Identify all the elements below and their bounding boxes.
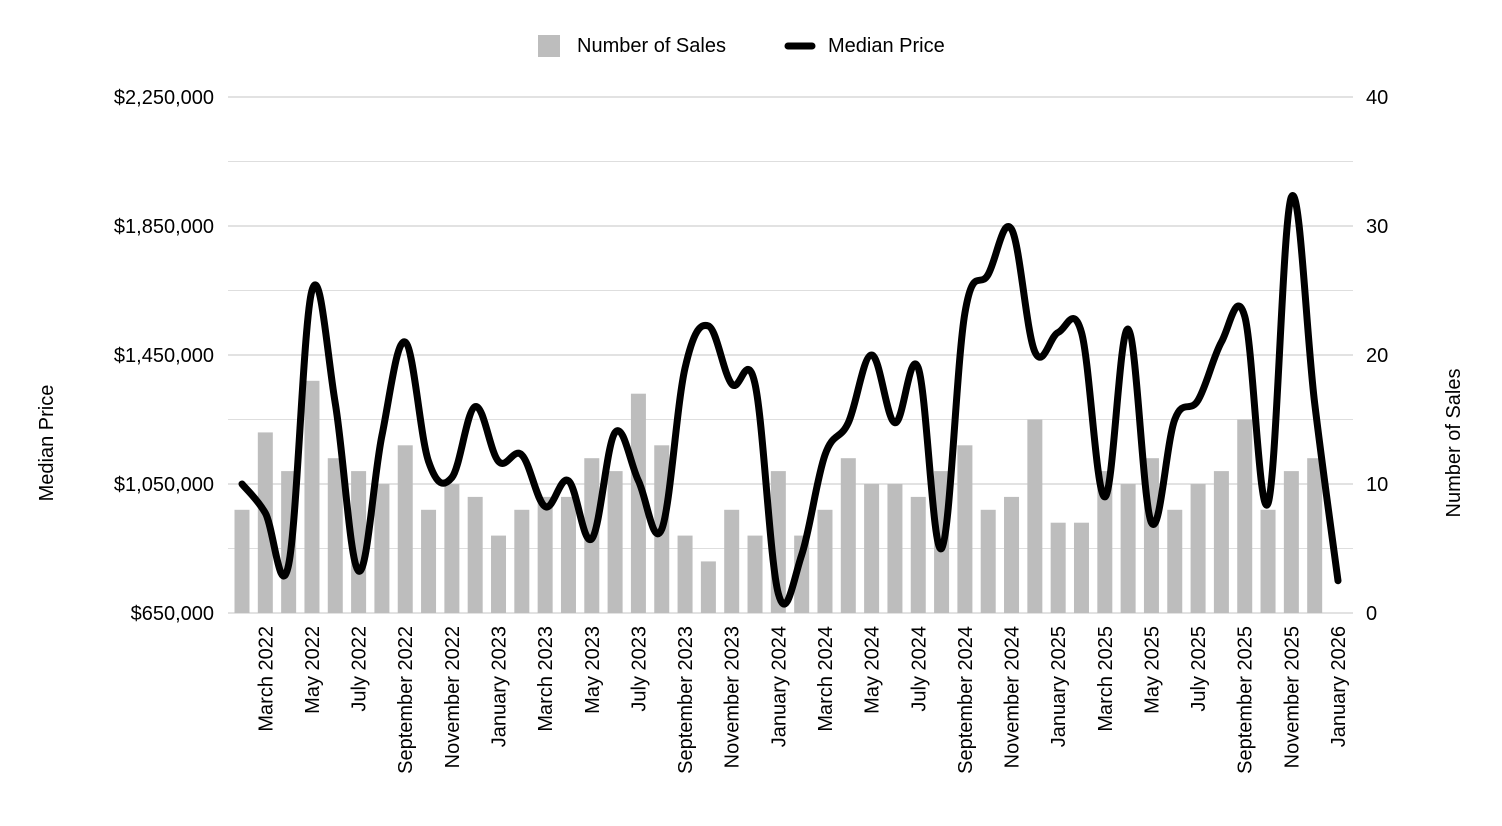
legend-label-number-of-sales: Number of Sales [577,35,726,57]
x-tick-label: March 2022 [255,626,277,732]
left-tick-label: $1,850,000 [114,216,214,238]
x-tick-label: September 2024 [955,626,977,774]
x-tick-label: March 2024 [815,626,837,732]
bar-number-of-sales [1167,509,1183,613]
x-tick-label: January 2026 [1328,626,1350,747]
bar-number-of-sales [1027,419,1043,613]
bar-number-of-sales [560,496,576,613]
x-tick-label: July 2023 [628,626,650,712]
legend-swatch-bar [538,35,560,57]
x-tick-label: May 2024 [862,626,884,714]
bar-number-of-sales [864,484,880,613]
line-series-median-price [238,192,1342,608]
bar-number-of-sales [1213,471,1229,613]
bar-number-of-sales [957,445,973,613]
axes: $650,000 $1,050,000 $1,450,000 $1,850,000 $2… [36,87,1465,774]
bar-number-of-sales [1097,471,1113,613]
bar-number-of-sales [421,509,437,613]
x-tick-label: July 2024 [908,626,930,712]
bar-number-of-sales [1120,484,1136,613]
bar-number-of-sales [234,509,250,613]
left-axis-ticks: $650,000 $1,050,000 $1,450,000 $1,850,000 $2… [114,87,214,625]
bar-number-of-sales [537,496,553,613]
x-tick-label: July 2025 [1188,626,1210,712]
x-axis-ticks: March 2022 May 2022 July 2022 September 202… [255,626,1350,774]
x-tick-label: November 2024 [1002,626,1024,768]
x-tick-label: September 2025 [1235,626,1257,774]
bar-number-of-sales [374,484,390,613]
bar-number-of-sales [514,509,530,613]
right-axis-title: Number of Sales [1443,369,1465,518]
x-tick-label: September 2022 [395,626,417,774]
bar-number-of-sales [630,393,646,613]
x-tick-label: March 2023 [535,626,557,732]
right-tick-label: 20 [1366,345,1388,367]
bar-number-of-sales [724,509,740,613]
right-tick-label: 0 [1366,603,1377,625]
bar-number-of-sales [467,496,483,613]
x-tick-label: November 2023 [722,626,744,768]
bar-number-of-sales [1283,471,1299,613]
right-tick-label: 10 [1366,474,1388,496]
bar-number-of-sales [980,509,996,613]
x-tick-label: January 2024 [768,626,790,747]
bar-number-of-sales [1307,458,1323,613]
gridlines [228,96,1353,614]
left-tick-label: $1,450,000 [114,345,214,367]
left-tick-label: $2,250,000 [114,87,214,109]
left-tick-label: $1,050,000 [114,474,214,496]
bar-number-of-sales [700,561,716,613]
bar-number-of-sales [327,458,343,613]
left-axis-title: Median Price [36,385,58,502]
x-tick-label: May 2022 [302,626,324,714]
legend-label-median-price: Median Price [828,35,945,57]
bar-number-of-sales [1237,419,1253,613]
right-tick-label: 30 [1366,216,1388,238]
right-tick-label: 40 [1366,87,1388,109]
bar-number-of-sales [304,380,320,613]
bar-number-of-sales [1050,522,1066,613]
x-tick-label: November 2025 [1281,626,1303,768]
bar-number-of-sales [1004,496,1020,613]
bar-number-of-sales [491,535,507,613]
bar-number-of-sales [607,471,623,613]
x-tick-label: May 2025 [1141,626,1163,714]
bar-number-of-sales [817,509,833,613]
bar-number-of-sales [1073,522,1089,613]
line-median-price [238,192,1342,608]
x-tick-label: September 2023 [675,626,697,774]
bar-number-of-sales [444,484,460,613]
x-tick-label: March 2025 [1095,626,1117,732]
legend: Number of Sales Median Price [538,35,945,57]
bar-number-of-sales [794,535,810,613]
bar-number-of-sales [1260,509,1276,613]
bar-number-of-sales [887,484,903,613]
bar-number-of-sales [397,445,413,613]
x-tick-label: May 2023 [582,626,604,714]
bar-number-of-sales [677,535,693,613]
bar-number-of-sales [840,458,856,613]
x-tick-label: July 2022 [349,626,371,712]
x-tick-label: January 2023 [489,626,511,747]
legend-item-median-price[interactable]: Median Price [784,35,945,57]
bar-number-of-sales [351,471,367,613]
x-tick-label: November 2022 [442,626,464,768]
legend-item-number-of-sales[interactable]: Number of Sales [538,35,726,57]
x-tick-label: January 2025 [1048,626,1070,747]
bar-number-of-sales [747,535,763,613]
bar-number-of-sales [910,496,926,613]
left-tick-label: $650,000 [131,603,214,625]
right-axis-ticks: 0 10 20 30 40 [1366,87,1388,625]
bar-number-of-sales [1190,484,1206,613]
